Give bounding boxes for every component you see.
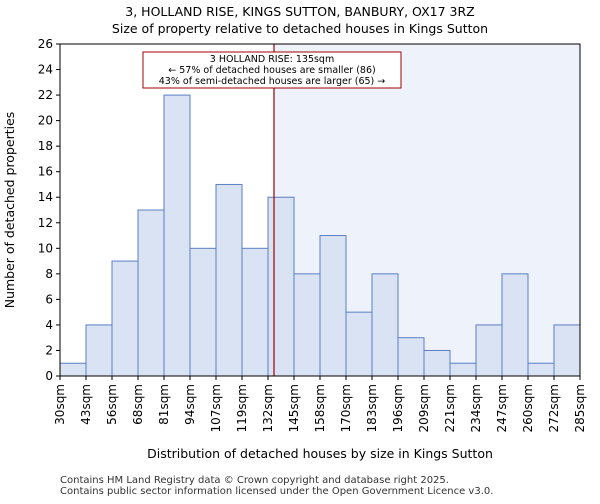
y-tick-label: 10 [38, 241, 53, 255]
y-tick-label: 6 [45, 292, 53, 306]
annotation-border [142, 51, 402, 89]
x-tick-label: 145sqm [287, 384, 301, 432]
x-tick-label: 221sqm [443, 384, 457, 432]
y-tick-label: 18 [38, 139, 53, 153]
y-tick-label: 26 [38, 37, 53, 51]
bar [163, 94, 191, 377]
bar [241, 247, 269, 377]
x-tick-label: 234sqm [469, 384, 483, 432]
x-axis-ticks: 30sqm 43sqm 56sqm 68sqm 81sqm 94sqm 107sqm 119s… [53, 376, 587, 432]
bars-group [59, 94, 581, 377]
annotation-box: 3 HOLLAND RISE: 135sqm ← 57% of detached… [142, 51, 402, 89]
x-tick-label: 43sqm [79, 384, 93, 425]
y-tick-label: 20 [38, 114, 53, 128]
x-tick-label: 196sqm [391, 384, 405, 432]
y-tick-label: 16 [38, 165, 53, 179]
bar [189, 247, 217, 377]
annotation-line-3: 43% of semi-detached houses are larger (… [159, 76, 386, 87]
bar [553, 324, 581, 377]
y-tick-label: 0 [45, 369, 53, 383]
x-tick-label: 119sqm [235, 384, 249, 432]
bar [111, 260, 139, 377]
y-tick-label: 12 [38, 216, 53, 230]
x-tick-label: 30sqm [53, 384, 67, 425]
x-tick-label: 68sqm [131, 384, 145, 425]
x-tick-label: 81sqm [157, 384, 171, 425]
y-tick-label: 22 [38, 88, 53, 102]
x-tick-label: 94sqm [183, 384, 197, 425]
annotation-line-2: ← 57% of detached houses are smaller (86… [168, 65, 375, 76]
footer-line-2: Contains public sector information licen… [60, 486, 493, 497]
bar [449, 362, 477, 377]
chart-title: 3, HOLLAND RISE, KINGS SUTTON, BANBURY, … [125, 4, 474, 19]
bar [267, 196, 295, 377]
bar [293, 273, 321, 377]
bar [345, 311, 373, 377]
bar [527, 362, 555, 377]
y-tick-label: 24 [38, 63, 53, 77]
bar [371, 273, 399, 377]
x-tick-label: 132sqm [261, 384, 275, 432]
bar [397, 337, 425, 377]
y-tick-label: 4 [45, 318, 53, 332]
y-tick-label: 2 [45, 343, 53, 357]
bar [215, 183, 243, 377]
y-axis-label: Number of detached properties [2, 112, 17, 309]
chart-subtitle: Size of property relative to detached ho… [112, 21, 488, 36]
y-tick-label: 14 [38, 190, 53, 204]
x-tick-label: 247sqm [495, 384, 509, 432]
bar [475, 324, 503, 377]
x-tick-label: 107sqm [209, 384, 223, 432]
x-tick-label: 170sqm [339, 384, 353, 432]
bar [59, 362, 87, 377]
bar [137, 209, 165, 377]
annotation-line-1: 3 HOLLAND RISE: 135sqm [210, 54, 334, 65]
x-tick-label: 183sqm [365, 384, 379, 432]
bar [85, 324, 113, 377]
bar [423, 349, 451, 377]
bar [319, 235, 347, 377]
x-tick-label: 285sqm [573, 384, 587, 432]
bar [501, 273, 529, 377]
y-tick-label: 8 [45, 267, 53, 281]
x-tick-label: 209sqm [417, 384, 431, 432]
footer-line-1: Contains HM Land Registry data © Crown c… [60, 475, 449, 486]
x-tick-label: 56sqm [105, 384, 119, 425]
x-tick-label: 260sqm [521, 384, 535, 432]
x-tick-label: 272sqm [547, 384, 561, 432]
x-tick-label: 158sqm [313, 384, 327, 432]
x-axis-label: Distribution of detached houses by size … [147, 446, 493, 461]
